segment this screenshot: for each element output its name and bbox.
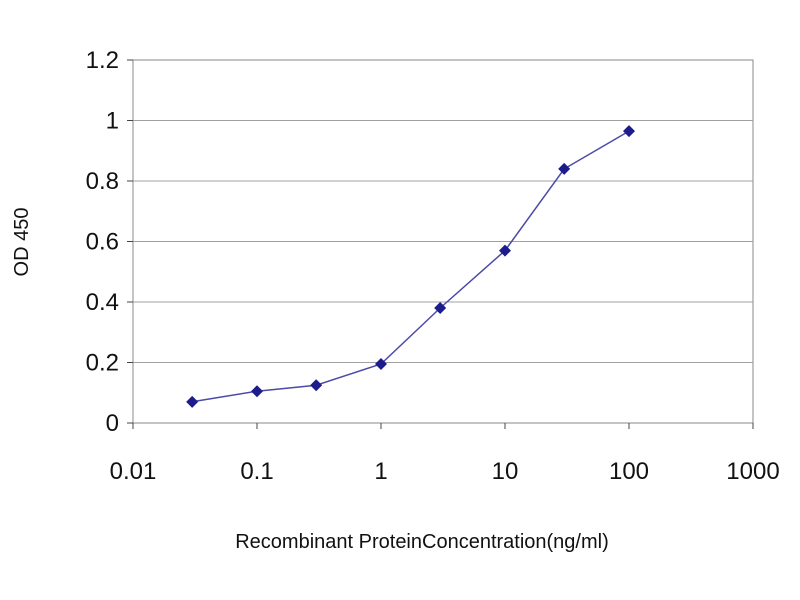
data-point: [623, 125, 635, 138]
x-tick-label: 0.1: [240, 458, 273, 485]
series-line: [192, 130, 630, 403]
gridlines: [133, 120, 753, 363]
y-tick-label: 0: [106, 410, 119, 437]
y-tick-label: 0.2: [86, 350, 119, 377]
y-tick-label: 0.8: [86, 168, 119, 195]
data-point: [186, 395, 199, 408]
y-tick-label: 0.6: [86, 229, 119, 256]
data-point: [499, 244, 511, 257]
x-tick-label: 100: [609, 458, 649, 485]
data-point: [251, 385, 263, 398]
y-tick-label: 0.4: [86, 289, 119, 316]
x-axis-label: Recombinant ProteinConcentration(ng/ml): [235, 531, 609, 553]
data-point: [310, 379, 323, 392]
series-group: [186, 125, 635, 408]
data-point: [558, 162, 571, 175]
x-tick-label: 0.01: [110, 458, 157, 485]
y-axis-label: OD 450: [11, 208, 33, 277]
y-tick-label: 1.2: [86, 47, 119, 74]
x-tick-label: 10: [492, 458, 519, 485]
data-point: [434, 302, 447, 315]
y-axis: 0 0.2 0.4 0.6 0.8 1 1.2: [86, 47, 133, 437]
x-axis: 0.01 0.1 1 10 100 1000: [110, 423, 780, 485]
y-tick-label: 1: [106, 108, 119, 135]
x-tick-label: 1: [374, 458, 387, 485]
data-point: [375, 358, 387, 371]
x-tick-label: 1000: [726, 458, 779, 485]
